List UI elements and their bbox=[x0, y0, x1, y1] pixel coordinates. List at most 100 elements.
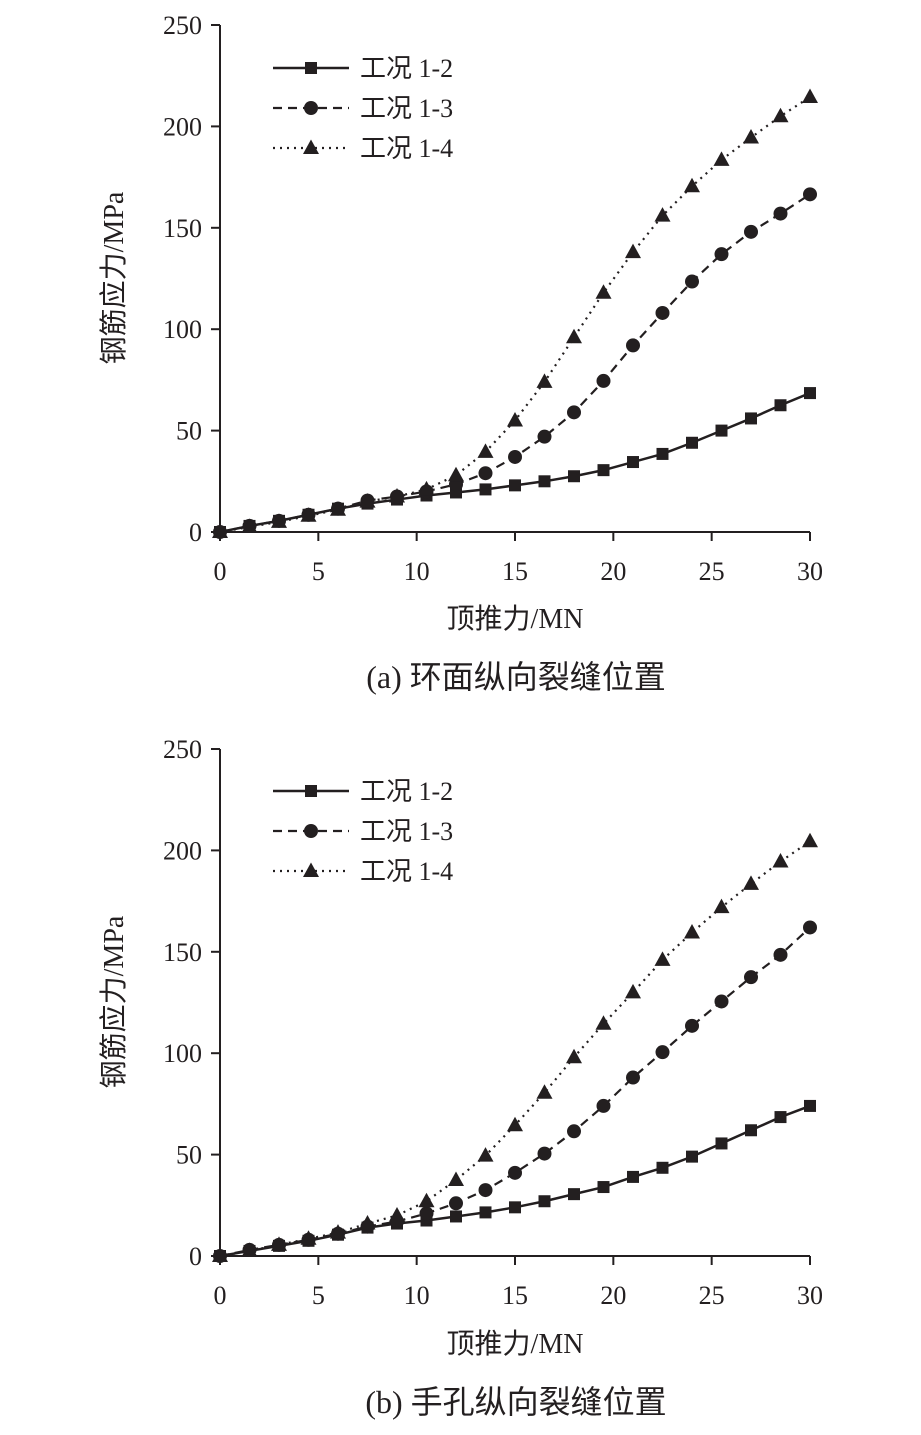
data-point bbox=[418, 480, 435, 496]
data-point bbox=[714, 247, 729, 262]
data-point bbox=[686, 436, 698, 449]
data-point bbox=[567, 1124, 581, 1139]
data-point bbox=[330, 501, 346, 516]
data-point bbox=[773, 206, 788, 221]
data-point bbox=[772, 853, 789, 868]
y-tick-label: 150 bbox=[163, 214, 202, 243]
data-point bbox=[656, 447, 669, 460]
data-point bbox=[774, 1111, 787, 1124]
chart-panel-b: 0 50 100 150 200 250 0 5 10 15 20 25 30 顶推力/MN 钢筋应力/MP… bbox=[98, 735, 823, 1420]
data-point bbox=[654, 207, 671, 222]
data-point bbox=[743, 129, 759, 144]
data-point bbox=[212, 1247, 228, 1262]
data-point bbox=[300, 507, 317, 522]
data-point bbox=[478, 466, 493, 481]
x-tick-label: 15 bbox=[502, 1281, 528, 1310]
legend-label: 工况 1-4 bbox=[360, 134, 453, 163]
data-point bbox=[627, 456, 639, 469]
data-point bbox=[448, 1171, 464, 1186]
data-point bbox=[804, 387, 816, 400]
data-point bbox=[655, 305, 670, 320]
data-point bbox=[627, 1170, 639, 1183]
data-point bbox=[271, 513, 287, 528]
legend-label: 工况 1-4 bbox=[360, 857, 453, 886]
data-point bbox=[507, 1116, 523, 1132]
data-point bbox=[802, 832, 818, 848]
data-point bbox=[450, 1210, 462, 1223]
data-point bbox=[538, 475, 551, 488]
series-triangle bbox=[212, 88, 818, 538]
x-axis-label: 顶推力/MN bbox=[447, 603, 584, 635]
data-point bbox=[212, 523, 228, 538]
data-point bbox=[359, 493, 376, 508]
data-point bbox=[772, 107, 789, 123]
y-tick-label: 50 bbox=[176, 417, 202, 446]
data-point bbox=[744, 224, 758, 239]
data-point bbox=[419, 1206, 434, 1221]
data-point bbox=[655, 1045, 670, 1060]
x-tick-label: 20 bbox=[600, 1281, 626, 1310]
x-tick-label: 25 bbox=[699, 1281, 725, 1310]
data-point bbox=[595, 1015, 612, 1030]
x-tick-label: 5 bbox=[312, 1281, 325, 1310]
data-point bbox=[359, 1215, 376, 1230]
data-point bbox=[745, 412, 757, 425]
data-point bbox=[536, 1084, 553, 1099]
data-point bbox=[686, 1150, 698, 1163]
data-point bbox=[509, 1201, 521, 1214]
data-point bbox=[714, 994, 729, 1009]
legend-label: 工况 1-2 bbox=[360, 777, 453, 806]
data-point bbox=[684, 924, 700, 939]
legend-label: 工况 1-3 bbox=[360, 817, 453, 846]
data-point bbox=[685, 274, 699, 289]
data-point bbox=[389, 488, 405, 503]
y-tick-label: 0 bbox=[189, 1242, 202, 1271]
data-point bbox=[713, 898, 730, 914]
data-point bbox=[538, 1195, 551, 1208]
data-point bbox=[479, 483, 492, 496]
data-point bbox=[596, 373, 611, 388]
data-point bbox=[477, 1147, 494, 1162]
data-point bbox=[566, 1048, 582, 1064]
data-point bbox=[448, 466, 464, 482]
series-triangle bbox=[212, 832, 818, 1262]
data-point bbox=[330, 1224, 346, 1239]
data-point bbox=[804, 1099, 816, 1112]
y-tick-label: 0 bbox=[189, 518, 202, 547]
x-tick-label: 20 bbox=[600, 557, 626, 586]
data-point bbox=[507, 411, 523, 427]
data-point bbox=[597, 464, 610, 477]
data-point bbox=[625, 983, 641, 999]
legend-marker bbox=[304, 101, 318, 115]
data-point bbox=[803, 920, 817, 935]
data-point bbox=[478, 1183, 493, 1198]
data-point bbox=[685, 1018, 699, 1033]
data-point bbox=[568, 470, 580, 483]
data-point bbox=[713, 151, 730, 166]
y-tick-label: 50 bbox=[176, 1141, 202, 1170]
data-point bbox=[715, 1137, 728, 1150]
series-circle bbox=[213, 187, 817, 539]
data-point bbox=[418, 1192, 435, 1208]
data-point bbox=[537, 429, 552, 444]
data-point bbox=[774, 399, 787, 412]
data-point bbox=[626, 1070, 640, 1085]
legend-marker bbox=[304, 824, 318, 838]
data-point bbox=[536, 373, 553, 388]
chart-panel-a: 0 50 100 150 200 250 0 5 10 15 20 25 30 顶推力/MN 钢筋应力/MP… bbox=[98, 11, 823, 695]
data-point bbox=[802, 88, 818, 103]
data-point bbox=[625, 243, 641, 259]
data-point bbox=[300, 1230, 317, 1245]
data-point bbox=[566, 328, 582, 344]
x-axis-label: 顶推力/MN bbox=[447, 1328, 584, 1360]
data-point bbox=[626, 338, 640, 353]
data-point bbox=[745, 1124, 757, 1137]
data-point bbox=[537, 1146, 552, 1161]
y-tick-label: 100 bbox=[163, 1039, 202, 1068]
legend-marker bbox=[305, 62, 317, 74]
y-axis-label: 钢筋应力/MPa bbox=[98, 191, 130, 364]
x-tick-label: 15 bbox=[502, 557, 528, 586]
x-tick-label: 5 bbox=[312, 557, 325, 586]
legend-marker bbox=[303, 862, 319, 877]
